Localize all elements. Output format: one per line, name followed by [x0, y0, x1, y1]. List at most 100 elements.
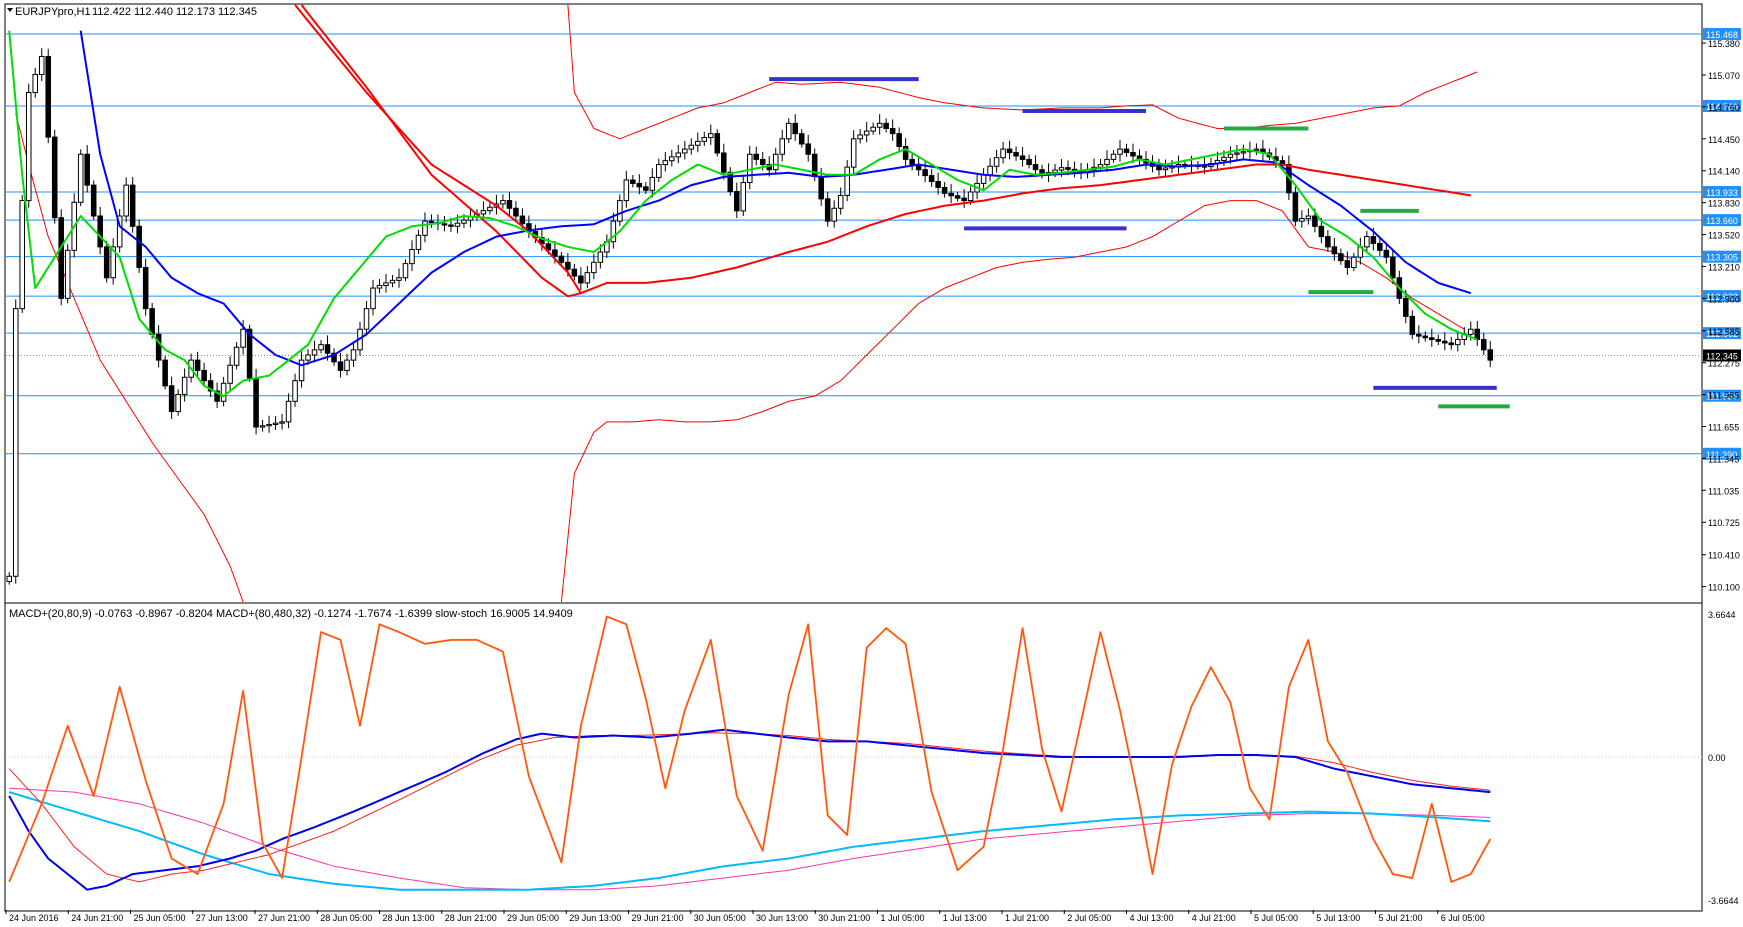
price-level-tag [1703, 28, 1741, 41]
price-axis-tick-label: 110.725 [1708, 518, 1740, 528]
bear-candle [194, 359, 201, 371]
bear-candle [720, 152, 727, 173]
bull-candle [662, 160, 669, 166]
bear-candle [201, 369, 207, 382]
bear-candle [1409, 315, 1416, 335]
bull-candle [682, 148, 688, 154]
bull-candle [1227, 153, 1234, 158]
price-level-tag [1703, 99, 1741, 112]
time-axis-label: 24 Jun 2016 [9, 913, 59, 922]
time-axis-label: 5 Jul 13:00 [1316, 913, 1360, 922]
bull-candle [617, 200, 623, 222]
bull-candle [220, 382, 227, 402]
bull-candle [1104, 158, 1110, 166]
bull-candle [12, 308, 19, 577]
bear-candle [818, 176, 824, 200]
ma-mid-line [79, 30, 1472, 367]
bull-candle [1299, 218, 1305, 222]
price-level-label: 112.922 [1706, 292, 1738, 302]
bear-candle [1123, 148, 1130, 154]
bull-candle [1455, 339, 1461, 346]
bull-candle [370, 287, 376, 310]
time-axis: 24 Jun 2016 24 Jun 21:00 25 Jun 05:00 27 Ju… [5, 910, 1485, 923]
price-axis-tick-label: 112.275 [1708, 359, 1740, 369]
bull-candle [480, 210, 487, 215]
bear-candle [753, 153, 760, 160]
price-axis: 115.468 114.769 113.933 113.660 113.305 112.9… [1702, 28, 1741, 906]
bear-candle [51, 136, 58, 219]
bull-candle [240, 328, 246, 348]
bear-candle [1448, 342, 1455, 346]
band-lower-line [560, 200, 1465, 603]
bull-candle [1221, 156, 1227, 161]
bear-candle [1065, 167, 1071, 170]
indicator-axis-label: 0.00 [1708, 753, 1726, 763]
price-axis-tick-label: 110.410 [1708, 551, 1740, 561]
bull-candle [870, 126, 876, 132]
bear-candle [58, 217, 64, 299]
time-axis-label: 25 Jun 05:00 [134, 913, 186, 922]
bear-candle [636, 182, 643, 188]
bull-candle [656, 164, 662, 178]
stoch-signal-line [8, 616, 1491, 883]
bear-candle [928, 175, 935, 183]
bear-candle [1403, 297, 1409, 317]
price-level-label: 115.468 [1706, 30, 1738, 40]
bear-candle [909, 158, 915, 166]
bear-candle [1318, 225, 1325, 238]
bear-candle [1422, 335, 1429, 339]
bull-candle [701, 137, 708, 142]
bear-candle [136, 225, 142, 268]
price-pane-frame [4, 3, 1703, 604]
price-level-tag [1703, 447, 1741, 460]
symbol-dropdown-icon[interactable] [7, 8, 13, 12]
symbol-caption: EURJPYpro,H1 [15, 6, 91, 18]
bear-candle [324, 344, 331, 354]
bull-candle [675, 152, 682, 158]
bull-candle [77, 153, 84, 203]
price-axis-tick-label: 110.100 [1708, 583, 1740, 593]
bear-candle [792, 122, 798, 135]
price-level-tag [1703, 327, 1741, 340]
bull-candle [857, 134, 863, 140]
bull-candle [409, 248, 415, 265]
bear-candle [441, 223, 448, 226]
bull-candle [292, 380, 298, 402]
bear-candle [214, 390, 220, 402]
bear-candle [1130, 152, 1136, 157]
price-axis-tick-label: 113.520 [1708, 231, 1740, 241]
bear-candle [168, 385, 175, 413]
steep-down-line [300, 4, 582, 298]
bull-candle [461, 219, 467, 224]
time-axis-label: 1 Jul 13:00 [943, 913, 987, 922]
bull-candle [1117, 148, 1123, 155]
price-axis-tick-label: 115.070 [1708, 71, 1740, 81]
bull-candle [272, 422, 279, 425]
bull-candle [1058, 167, 1065, 171]
price-level-label: 114.769 [1706, 102, 1738, 112]
price-level-tag [1703, 186, 1741, 199]
time-axis-label: 2 Jul 05:00 [1067, 913, 1111, 922]
bull-candle [1097, 164, 1104, 168]
price-level-label: 111.954 [1706, 392, 1737, 402]
bull-candle [688, 144, 695, 150]
bull-candle [305, 354, 311, 361]
time-axis-label: 27 Jun 13:00 [196, 913, 248, 922]
time-axis-label: 28 Jun 21:00 [445, 913, 497, 922]
bull-candle [1240, 151, 1247, 154]
bear-candle [1019, 155, 1026, 160]
bear-candle [948, 192, 954, 197]
bear-candle [1331, 246, 1338, 255]
bull-candle [980, 174, 987, 184]
bear-candle [129, 184, 136, 227]
bull-candle [1110, 153, 1117, 160]
bear-candle [630, 179, 636, 184]
bull-candle [772, 153, 779, 171]
bear-candle [1338, 253, 1344, 262]
bull-candle [1364, 236, 1370, 248]
time-axis-label: 29 Jun 13:00 [569, 913, 621, 922]
bear-candle [961, 197, 967, 202]
bull-candle [1234, 152, 1240, 155]
bull-candle [266, 423, 272, 427]
